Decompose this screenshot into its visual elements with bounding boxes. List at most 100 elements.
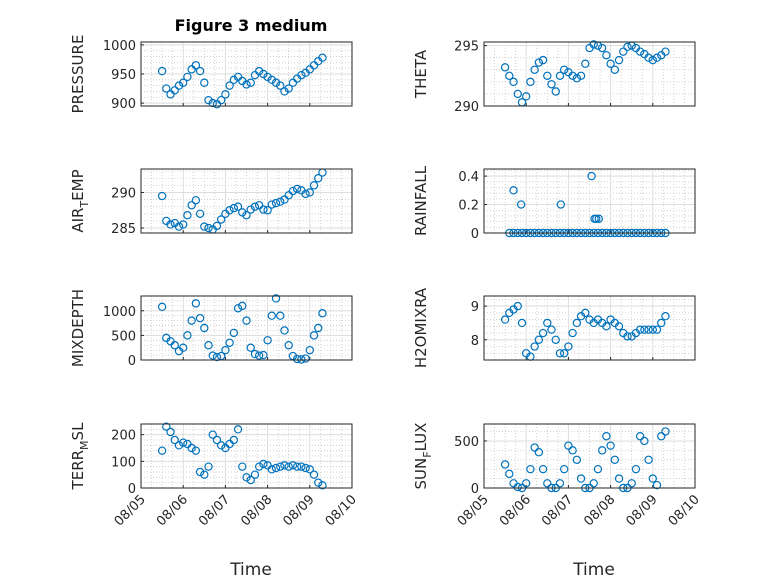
data-point	[614, 322, 624, 331]
data-point	[551, 87, 560, 96]
data-point	[267, 75, 277, 85]
data-point	[513, 89, 522, 99]
data-point	[174, 81, 184, 90]
data-point	[191, 446, 201, 455]
data-point	[568, 71, 577, 81]
plot-area	[484, 424, 695, 488]
data-point	[648, 55, 658, 65]
data-point	[233, 202, 243, 211]
y-axis-label: TERRMSL	[69, 422, 91, 491]
data-point	[576, 474, 586, 483]
data-point	[635, 325, 645, 334]
data-point	[178, 438, 188, 447]
data-point	[216, 215, 226, 224]
data-point	[593, 464, 603, 474]
data-point	[183, 211, 192, 220]
data-point	[246, 205, 255, 214]
y-tick-label: 295	[454, 40, 479, 55]
y-tick-label: 9	[471, 300, 479, 315]
data-point	[263, 336, 272, 345]
y-tick-label: 0.2	[458, 199, 479, 214]
data-point	[640, 436, 649, 446]
y-axis-label: MIXDEPTH	[69, 289, 87, 367]
data-point	[183, 72, 192, 82]
y-tick-label: 285	[111, 222, 136, 237]
data-point	[597, 43, 607, 53]
data-point	[225, 338, 234, 347]
axes-box	[483, 168, 696, 234]
data-point	[500, 63, 510, 72]
data-point	[318, 53, 327, 62]
data-point	[187, 201, 196, 210]
data-point	[246, 343, 255, 352]
data-point	[652, 53, 662, 62]
subplot-theta: 290 295 THETA	[412, 40, 696, 115]
y-tick-label: 0	[471, 482, 479, 497]
x-tick-label: 08/05	[112, 492, 149, 529]
y-tick-label: 1000	[103, 305, 136, 320]
data-point	[314, 174, 323, 183]
data-point	[318, 481, 327, 490]
y-tick-label: 950	[111, 68, 136, 83]
y-tick-label: 0	[128, 482, 136, 497]
data-point	[284, 191, 293, 200]
data-point	[556, 200, 566, 209]
data-point	[174, 222, 184, 231]
x-tick-label: 08/08	[238, 492, 275, 529]
data-point	[280, 461, 289, 470]
data-point	[204, 462, 213, 471]
data-point	[170, 341, 179, 350]
data-point	[581, 308, 590, 318]
data-point	[623, 332, 632, 341]
data-point	[276, 462, 285, 471]
axes-box	[140, 41, 353, 107]
data-point	[526, 77, 535, 87]
data-point	[657, 318, 666, 328]
data-point	[644, 53, 653, 62]
data-point	[284, 341, 293, 350]
data-point	[517, 318, 527, 328]
y-tick-label: 0	[471, 227, 479, 242]
data-point	[195, 209, 205, 218]
y-tick-label: 500	[111, 329, 136, 344]
data-point	[534, 448, 544, 457]
axes-box	[140, 168, 353, 234]
data-point	[259, 350, 268, 360]
data-point	[246, 475, 255, 485]
data-point	[657, 432, 666, 441]
data-point	[509, 77, 518, 87]
x-tick-label: 08/08	[581, 492, 618, 529]
data-point	[229, 75, 239, 85]
data-point	[271, 463, 281, 473]
data-point	[284, 84, 293, 93]
data-point	[297, 70, 306, 80]
x-tick-label: 08/05	[455, 492, 492, 529]
x-axis-label-left: Time	[229, 560, 272, 580]
data-point	[505, 469, 514, 479]
data-point	[516, 200, 526, 209]
data-point	[547, 80, 556, 89]
data-point	[254, 462, 264, 471]
data-point	[229, 328, 239, 338]
y-axis-label: RAINFALL	[412, 165, 430, 236]
subplot-air_temp: 285 290 AIRTEMP	[69, 168, 353, 237]
data-point	[204, 223, 213, 233]
data-point	[191, 196, 201, 205]
data-point	[305, 345, 314, 355]
data-point	[263, 72, 272, 82]
data-point	[183, 331, 192, 340]
data-point	[530, 342, 539, 351]
data-point	[276, 197, 285, 206]
data-point	[212, 221, 222, 231]
data-point	[162, 422, 171, 431]
data-point	[602, 322, 611, 331]
data-point	[301, 463, 310, 473]
data-point	[627, 479, 636, 488]
data-point	[267, 465, 277, 474]
y-tick-label: 0.4	[458, 170, 479, 185]
data-point	[522, 92, 531, 101]
y-axis-label: H2OMIXRA	[412, 287, 430, 368]
data-point	[221, 345, 230, 355]
data-point	[259, 459, 268, 469]
